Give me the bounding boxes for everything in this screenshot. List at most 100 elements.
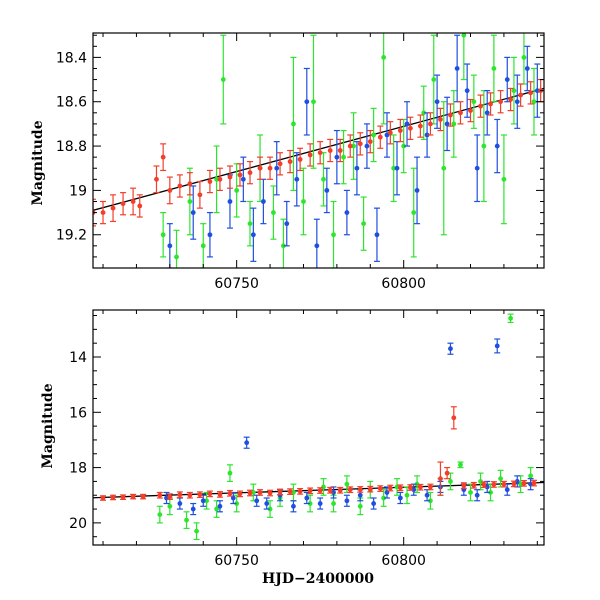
bottom-red-point-30 bbox=[407, 484, 414, 491]
top-series-green bbox=[160, 33, 537, 268]
bottom-red-point-28 bbox=[387, 484, 394, 492]
top-blue-point-2 bbox=[206, 211, 213, 258]
top-blue-marker-27 bbox=[474, 165, 480, 171]
top-green-point-14 bbox=[320, 152, 327, 207]
top-green-marker-28 bbox=[461, 33, 467, 38]
top-green-point-26 bbox=[440, 101, 447, 236]
bottom-red-point-38 bbox=[480, 481, 487, 489]
bottom-green-marker-27 bbox=[478, 479, 483, 484]
top-green-point-12 bbox=[300, 167, 307, 236]
bottom-red-marker-27 bbox=[377, 486, 383, 491]
top-green-marker-33 bbox=[511, 88, 517, 94]
bottom-blue-point-20 bbox=[424, 489, 431, 502]
top-green-marker-5 bbox=[220, 77, 226, 82]
top-blue-marker-11 bbox=[314, 243, 320, 249]
top-blue-point-33 bbox=[534, 63, 541, 118]
top-green-point-11 bbox=[290, 56, 297, 192]
top-red-marker-20 bbox=[287, 159, 293, 164]
bottom-green-marker-14 bbox=[331, 501, 336, 506]
top-blue-point-5 bbox=[250, 207, 257, 262]
bottom-blue-marker-1 bbox=[177, 501, 183, 506]
bottom-red-point-19 bbox=[297, 488, 304, 495]
bottom-red-marker-23 bbox=[337, 487, 343, 493]
bottom-red-marker-3 bbox=[130, 494, 136, 500]
top-green-marker-19 bbox=[371, 132, 377, 138]
bottom-red-point-8 bbox=[186, 491, 193, 499]
top-green-point-7 bbox=[247, 200, 254, 247]
top-blue-marker-17 bbox=[374, 232, 380, 238]
bottom-red-marker-7 bbox=[177, 492, 183, 498]
top-blue-point-23 bbox=[434, 74, 441, 129]
bottom-blue-marker-5 bbox=[230, 495, 236, 501]
top-red-point-14 bbox=[226, 165, 233, 189]
bottom-blue-marker-24 bbox=[474, 492, 480, 498]
bottom-blue-marker-11 bbox=[304, 495, 310, 501]
bottom-green-marker-12 bbox=[307, 501, 313, 506]
top-blue-marker-24 bbox=[444, 121, 450, 127]
top-blue-marker-32 bbox=[524, 66, 530, 71]
top-red-point-3 bbox=[120, 192, 127, 216]
top-blue-point-16 bbox=[363, 123, 370, 169]
x-axis-label: HJD−2400000 bbox=[262, 571, 374, 587]
bottom-green-point-30 bbox=[507, 313, 514, 324]
bottom-green-marker-4 bbox=[204, 498, 209, 504]
bottom-series-red bbox=[100, 406, 537, 501]
top-green-point-4 bbox=[213, 145, 220, 214]
top-green-marker-22 bbox=[401, 143, 407, 149]
top-red-point-27 bbox=[357, 132, 364, 156]
top-red-marker-6 bbox=[154, 176, 159, 182]
top-blue-marker-20 bbox=[404, 121, 410, 127]
top-green-marker-16 bbox=[341, 154, 346, 160]
top-blue-marker-12 bbox=[324, 188, 330, 193]
bottom-red-point-34 bbox=[444, 466, 451, 480]
bottom-green-marker-13 bbox=[321, 484, 326, 490]
bottom-green-point-12 bbox=[307, 494, 314, 513]
top-y-tick-label-1: 18.6 bbox=[56, 95, 87, 111]
top-green-point-27 bbox=[450, 90, 457, 158]
bottom-red-point-11 bbox=[216, 491, 223, 498]
top-red-point-13 bbox=[216, 167, 223, 192]
top-blue-point-32 bbox=[524, 45, 531, 92]
bottom-blue-point-8 bbox=[263, 497, 270, 510]
bottom-red-marker-29 bbox=[397, 485, 403, 491]
top-blue-point-6 bbox=[260, 178, 267, 225]
bottom-blue-marker-16 bbox=[371, 501, 377, 506]
top-y-tick-label-3: 19 bbox=[69, 183, 87, 199]
bottom-red-point-5 bbox=[156, 491, 163, 499]
top-red-marker-40 bbox=[488, 101, 493, 107]
top-red-marker-43 bbox=[518, 92, 524, 98]
bottom-blue-marker-3 bbox=[200, 498, 206, 504]
bottom-blue-marker-22 bbox=[448, 346, 453, 352]
bottom-blue-marker-14 bbox=[344, 498, 350, 504]
top-red-point-10 bbox=[186, 172, 193, 196]
bottom-green-marker-16 bbox=[357, 503, 363, 509]
bottom-red-marker-6 bbox=[167, 494, 173, 500]
bottom-red-marker-11 bbox=[217, 492, 223, 497]
top-red-point-36 bbox=[447, 103, 454, 127]
bottom-green-marker-32 bbox=[528, 473, 534, 479]
top-blue-marker-23 bbox=[434, 99, 440, 105]
top-red-marker-21 bbox=[297, 156, 303, 162]
bottom-green-point-6 bbox=[226, 464, 233, 483]
bottom-blue-marker-8 bbox=[264, 501, 270, 506]
top-green-marker-13 bbox=[311, 99, 316, 105]
top-red-marker-22 bbox=[307, 152, 313, 158]
bottom-green-marker-21 bbox=[414, 481, 420, 487]
top-red-point-41 bbox=[497, 90, 504, 114]
bottom-blue-marker-6 bbox=[244, 440, 250, 446]
bottom-green-point-31 bbox=[517, 475, 524, 494]
bottom-blue-point-10 bbox=[290, 500, 297, 513]
bottom-red-marker-24 bbox=[347, 487, 353, 493]
top-blue-point-18 bbox=[383, 112, 390, 158]
top-red-marker-19 bbox=[277, 161, 283, 167]
bottom-red-marker-12 bbox=[227, 490, 233, 496]
top-red-marker-38 bbox=[468, 108, 473, 113]
bottom-red-marker-1 bbox=[110, 495, 116, 500]
top-red-point-26 bbox=[347, 134, 354, 158]
bottom-green-marker-28 bbox=[488, 490, 493, 495]
top-green-point-17 bbox=[350, 112, 357, 180]
bottom-y-tick-label-0: 14 bbox=[69, 350, 87, 366]
bottom-plot-frame bbox=[92, 309, 545, 546]
bottom-blue-marker-27 bbox=[504, 487, 510, 493]
top-y-tick-label-2: 18.8 bbox=[56, 139, 87, 155]
